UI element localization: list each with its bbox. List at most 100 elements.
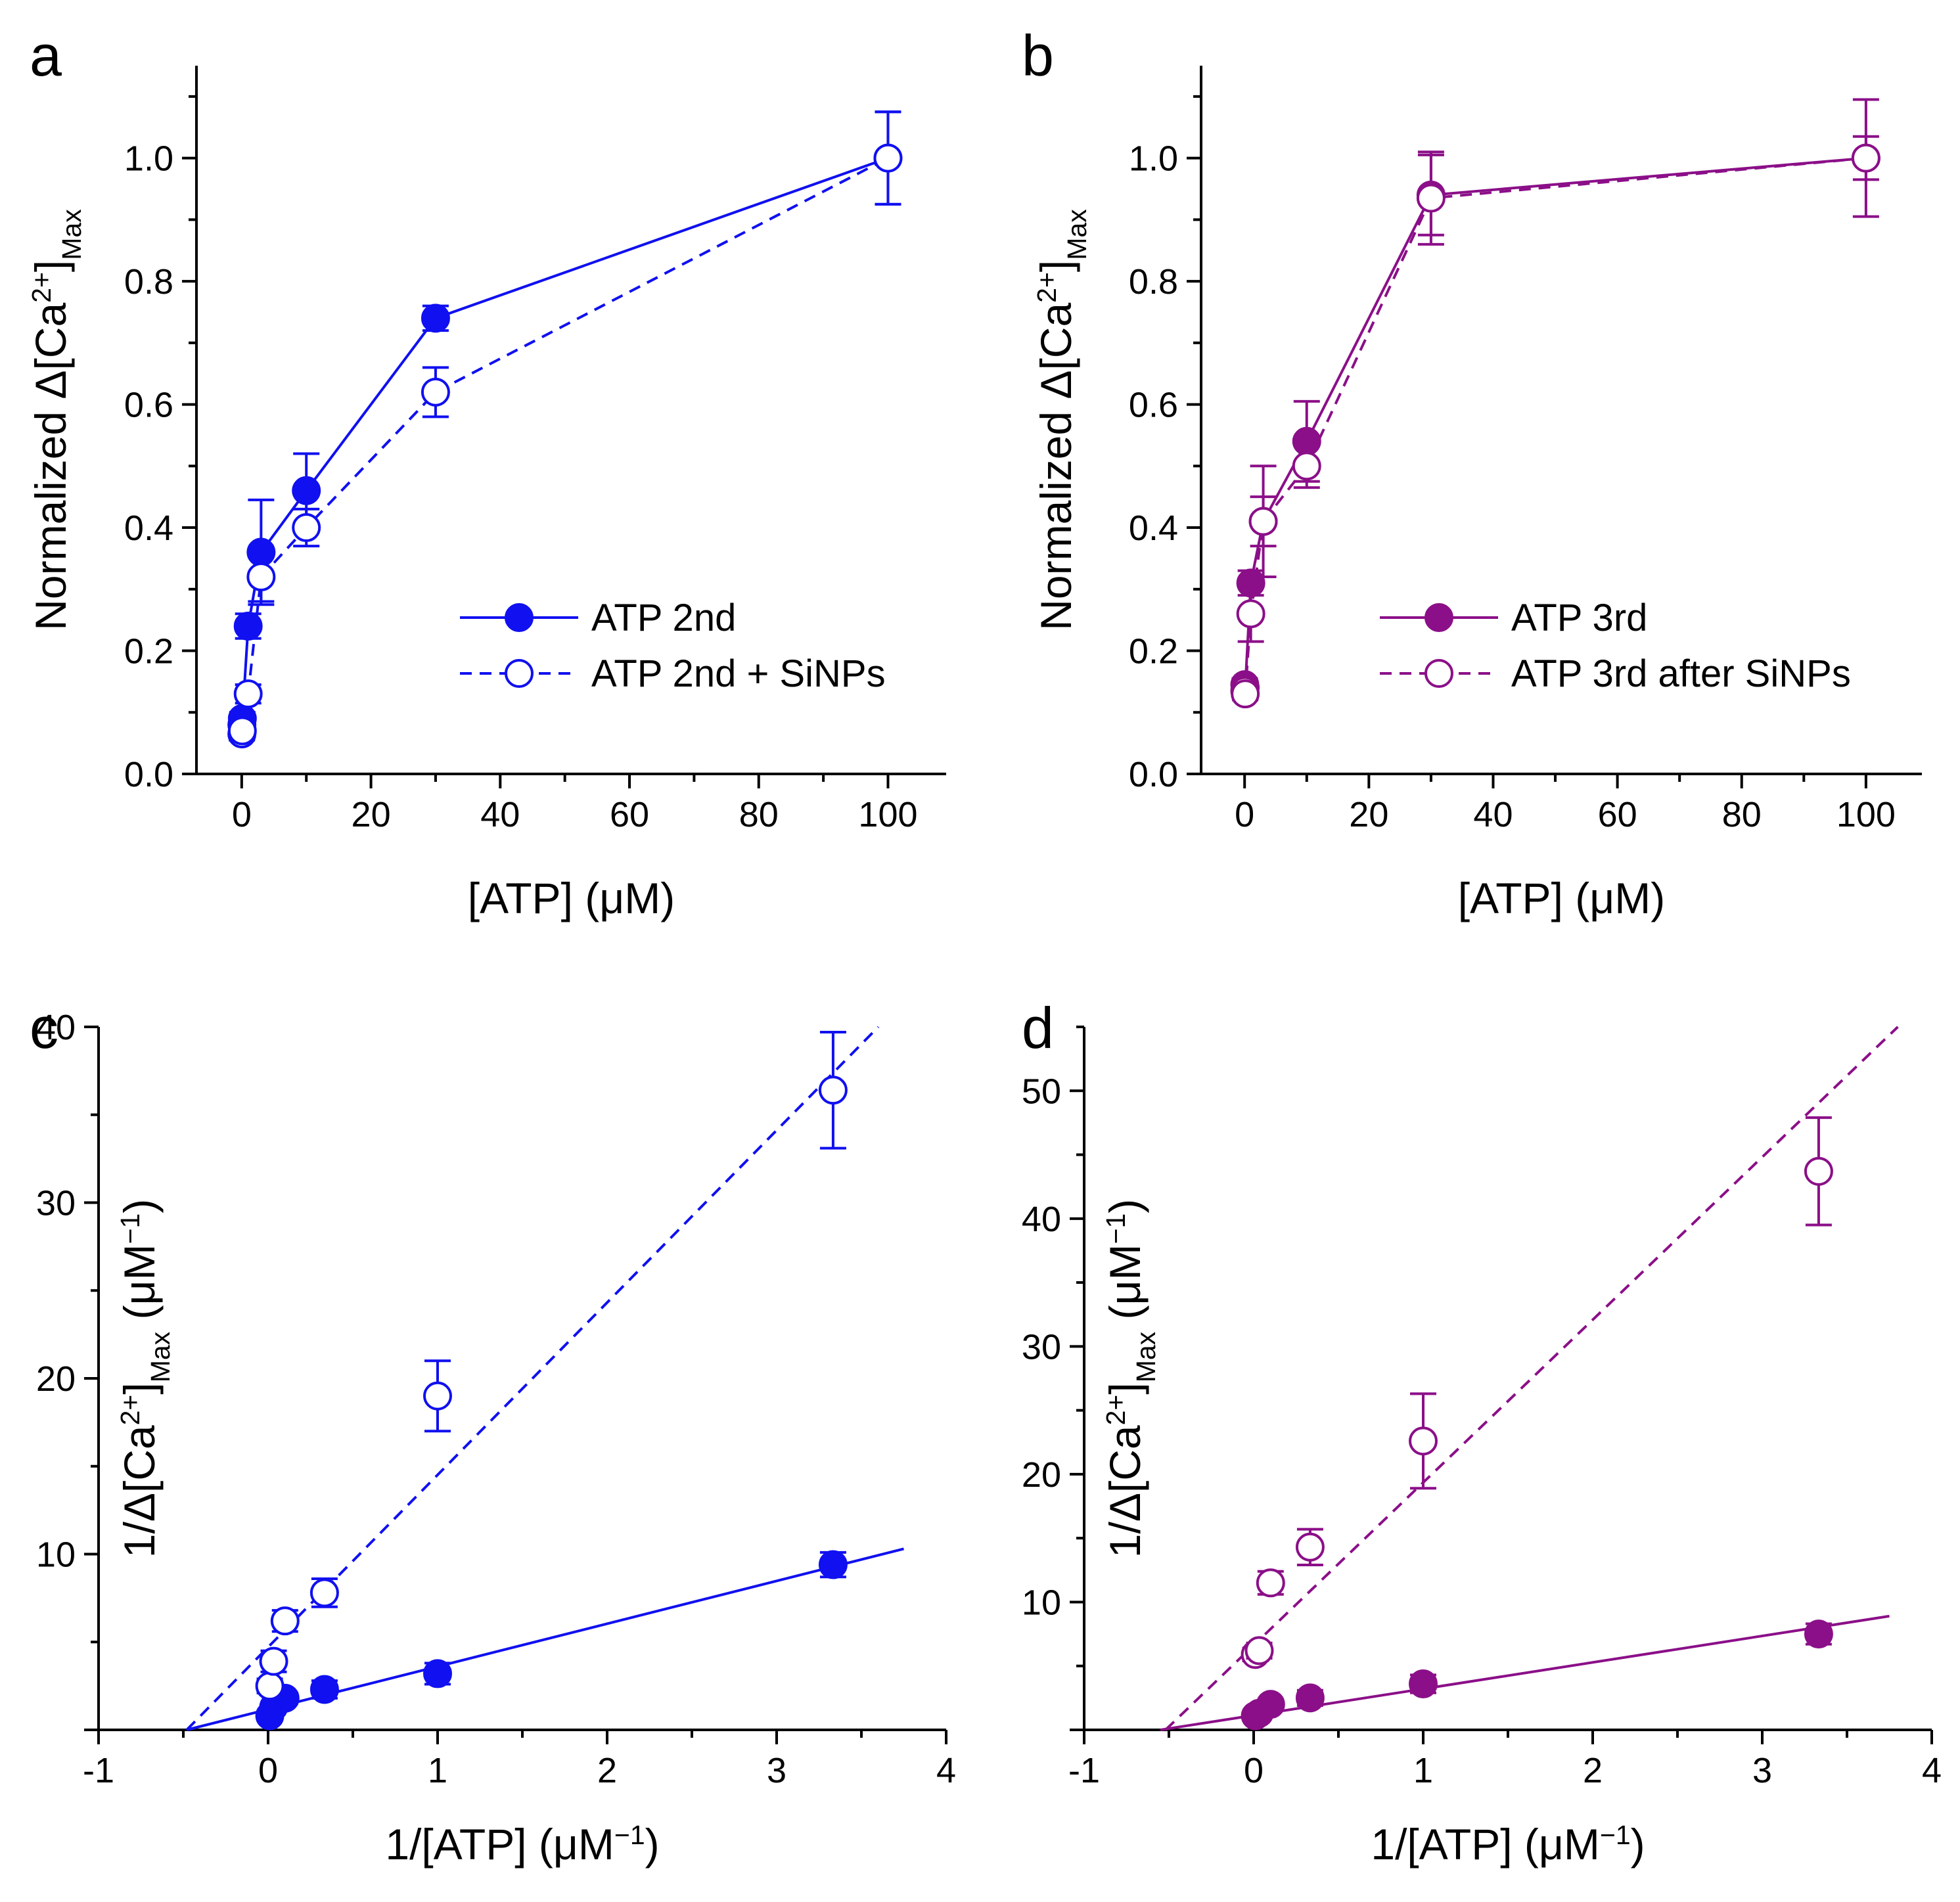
panel-c-letter: c [30,995,58,1060]
panel-d-series-0-point [1256,1690,1285,1719]
panel-b-letter: b [1022,23,1054,88]
panel-a-legend-marker-1 [505,659,534,688]
panel-d-letter: d [1022,995,1054,1060]
panel-c-series-0-point [423,1659,452,1688]
panel-d-y-axis-label-part-3: Max [1131,1331,1161,1382]
panel-a-series-0-point [233,612,263,641]
panel-a-y-axis-label-part-3: Max [57,209,87,260]
panel-c-x-tick-label: 1 [428,1751,447,1790]
panel-c-series-1-point [818,1076,848,1105]
panel-b-y-axis-label-part-0: Normalized Δ[Ca [1032,303,1080,631]
panel-c-y-axis-label-part-6: ) [115,1199,164,1213]
panel-a-y-tick-label: 0.8 [124,262,173,302]
panel-b-y-tick-label: 0.6 [1129,386,1178,425]
panel-d-x-axis-label-part-0: 1/[ATP] (μM [1371,1820,1600,1868]
panel-d-y-tick-label: 40 [1022,1200,1061,1239]
panel-d-y-axis-label-part-2: ] [1101,1382,1149,1394]
panel-b-y-tick-label: 0.0 [1129,755,1178,794]
panel-a-legend-label-0: ATP 2nd [591,597,736,639]
panel-a-series-0-point [421,304,450,333]
panel-b-series-1 [1230,98,1880,709]
panel-c-y-tick-label: 10 [36,1535,76,1575]
panel-b-x-tick-label: 20 [1349,795,1388,834]
panel-a-y-tick-label: 0.6 [124,386,173,425]
panel-d-y-axis-label-part-4: (μM [1101,1244,1149,1332]
panel-d-y-axis-label: 1/Δ[Ca2+]Max (μM−1) [1101,1199,1161,1558]
panel-c-series-0-point [309,1675,339,1704]
panel-c-y-axis-label-part-1: 2+ [115,1395,145,1426]
panel-b-y-tick-label: 0.4 [1129,509,1178,548]
panel-a-letter: a [30,23,62,88]
panel-c-series-1-point [255,1671,285,1701]
panel-d-y-tick-label: 10 [1022,1583,1061,1622]
panel-b-x-tick-label: 100 [1836,795,1896,834]
panel-a-y-tick-label: 0.0 [124,755,173,794]
panel-b-y-axis-label-part-1: 2+ [1032,272,1062,303]
panel-c-x-tick-label: -1 [83,1751,114,1790]
panel-a-series-1-point [227,716,257,746]
panel-b-legend-marker-1 [1424,659,1453,688]
panel-b-series-1-point [1236,599,1265,629]
panel-d-x-tick-label: 3 [1752,1751,1772,1790]
panel-d-x-axis-label-part-2: ) [1631,1820,1645,1868]
panel-d-series-0-point [1804,1619,1833,1649]
panel-a-x-tick-label: 40 [480,795,520,834]
panel-a-x-tick-label: 20 [352,795,391,834]
panel-b-series-1-point [1851,143,1880,173]
panel-b-series-1-point [1231,679,1260,709]
panel-a-series-1-point [246,562,276,592]
panel-d-y-axis-label-part-6: ) [1101,1199,1149,1213]
panel-c-x-tick-label: 2 [597,1751,617,1790]
panel-d-series-1-point [1295,1532,1325,1562]
panel-a-series-0-point [292,476,321,505]
panel-a-y-tick-label: 1.0 [124,139,173,179]
panel-c-y-axis-label-part-5: −1 [115,1213,145,1244]
panel-b-legend-label-1: ATP 3rd after SiNPs [1511,652,1851,695]
panel-c-y-axis-label: 1/Δ[Ca2+]Max (μM−1) [115,1199,175,1558]
panel-b: b 0 20 40 60 80 100 0.0 0.2 0.4 0.6 0.8 1.0 [ATP] (μM… [1022,23,1922,922]
panel-c-series-0-point [818,1550,848,1579]
panel-b-legend-label-0: ATP 3rd [1511,597,1647,639]
panel-c-series-1-point [259,1646,288,1676]
panel-c-y-tick-label: 20 [36,1359,76,1399]
panel-d-series-0-point [1295,1683,1325,1713]
panel-a-y-axis-label: Normalized Δ[Ca2+]Max [26,209,87,631]
panel-c-x-tick-label: 4 [936,1751,956,1790]
panel-a-y-tick-label: 0.2 [124,632,173,671]
panel-d-x-axis-label-part-1: −1 [1600,1820,1631,1850]
panel-b-x-tick-label: 40 [1473,795,1513,834]
panel-d-series-1-point [1409,1426,1438,1456]
panel-a-legend-label-1: ATP 2nd + SiNPs [591,652,886,695]
panel-c-y-axis-label-part-0: 1/Δ[Ca [115,1425,164,1558]
panel-d-fit-line-1 [1164,1026,1899,1731]
panel-a-y-axis-label-part-2: ] [26,260,75,272]
panel-b-legend-marker-0 [1424,603,1453,632]
panel-c-fit-line-1 [185,1026,880,1731]
panel-b-y-axis-label: Normalized Δ[Ca2+]Max [1032,209,1092,631]
panel-b-legend: ATP 3rd ATP 3rd after SiNPs [1380,597,1851,695]
panel-d-y-axis-label-part-1: 2+ [1101,1395,1131,1426]
panel-a-series-1-point [233,679,263,709]
panel-a-series-1-point [292,513,321,543]
panel-d-y-tick-label: 50 [1022,1072,1061,1111]
panel-c-y-tick-label: 40 [36,1008,76,1047]
panel-d-y-axis-label-part-0: 1/Δ[Ca [1101,1425,1149,1558]
panel-a-series-1-point [873,143,903,173]
panel-b-series-1-point [1248,507,1278,536]
panel-d-x-axis-label: 1/[ATP] (μM−1) [1371,1820,1645,1868]
panel-b-series-1-point [1292,451,1321,481]
panel-d-y-axis-label-part-5: −1 [1101,1213,1131,1244]
panel-a-x-tick-label: 0 [232,795,252,834]
panel-d-series-1-point [1804,1156,1833,1186]
panel-c-series-1 [255,1031,848,1701]
panel-b-x-axis-label: [ATP] (μM) [1458,874,1665,922]
panel-d-series-0 [1241,1619,1833,1731]
panel-d-x-tick-label: 2 [1583,1751,1603,1790]
panel-c-y-axis-label-part-4: (μM [115,1244,164,1332]
panel-b-y-axis-label-part-2: ] [1032,260,1080,272]
panel-c-x-tick-label: 0 [258,1751,278,1790]
panel-b-x-tick-label: 80 [1722,795,1762,834]
